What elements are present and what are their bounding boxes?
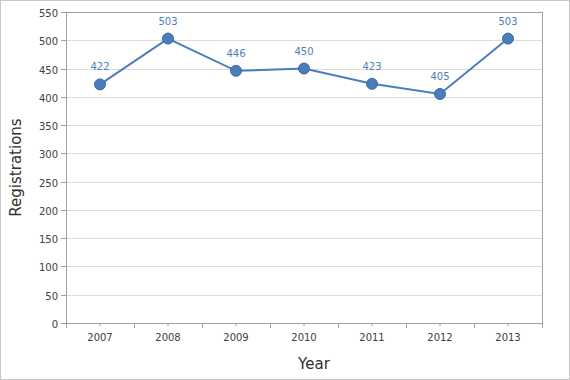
x-band-tick — [406, 323, 407, 328]
y-tick-label: 500 — [39, 36, 58, 47]
data-label: 405 — [430, 71, 449, 82]
x-tick — [508, 323, 509, 326]
grid-line — [66, 266, 542, 267]
x-tick-label: 2007 — [87, 332, 112, 343]
data-point — [367, 78, 378, 89]
x-band-tick — [270, 323, 271, 328]
chart-svg: 0 50 100 150 200 250 300 350 400 450 500 550 2007 200… — [0, 0, 570, 380]
y-tick — [61, 238, 66, 239]
y-tick-label: 200 — [39, 206, 58, 217]
x-tick — [100, 323, 101, 326]
y-tick — [61, 12, 66, 13]
grid-line — [66, 97, 542, 98]
x-tick — [236, 323, 237, 326]
y-tick-label: 550 — [39, 8, 58, 19]
x-tick-label: 2011 — [359, 332, 384, 343]
series-line — [100, 39, 508, 94]
x-axis-title: Year — [297, 355, 331, 373]
y-tick-label: 350 — [39, 121, 58, 132]
y-tick-label: 400 — [39, 93, 58, 104]
grid-line — [66, 153, 542, 154]
data-label: 422 — [90, 61, 109, 72]
y-tick — [61, 295, 66, 296]
x-band-tick — [474, 323, 475, 328]
x-band-tick — [202, 323, 203, 328]
x-band-tick — [66, 323, 67, 328]
data-group — [95, 33, 514, 99]
y-tick — [61, 125, 66, 126]
x-tick-label: 2013 — [495, 332, 520, 343]
x-tick-label: 2008 — [155, 332, 180, 343]
data-point — [435, 88, 446, 99]
y-tick-label: 250 — [39, 178, 58, 189]
outer-border — [1, 1, 570, 380]
data-point — [299, 63, 310, 74]
y-tick — [61, 210, 66, 211]
x-tick-label: 2012 — [427, 332, 452, 343]
y-tick — [61, 69, 66, 70]
y-tick-label: 150 — [39, 234, 58, 245]
data-point — [95, 79, 106, 90]
data-label: 503 — [158, 16, 177, 27]
data-label: 503 — [498, 16, 517, 27]
y-tick-label: 0 — [52, 319, 58, 330]
x-tick — [304, 323, 305, 326]
y-tick-label: 300 — [39, 149, 58, 160]
chart-container: 0 50 100 150 200 250 300 350 400 450 500 550 2007 200… — [0, 0, 570, 380]
data-label: 446 — [226, 48, 245, 59]
y-tick — [61, 182, 66, 183]
x-tick-label: 2009 — [223, 332, 248, 343]
y-tick — [61, 323, 66, 324]
y-tick — [61, 153, 66, 154]
data-label: 423 — [362, 61, 381, 72]
x-tick — [440, 323, 441, 326]
data-point — [163, 33, 174, 44]
grid-line — [66, 182, 542, 183]
data-point — [231, 65, 242, 76]
y-tick — [61, 40, 66, 41]
x-band-tick — [134, 323, 135, 328]
grid-line — [66, 295, 542, 296]
grid-line — [66, 238, 542, 239]
x-band-tick — [542, 323, 543, 328]
x-band-tick — [338, 323, 339, 328]
plot-frame — [67, 13, 543, 324]
y-tick-label: 50 — [45, 291, 58, 302]
data-label: 450 — [294, 46, 313, 57]
y-axis-title: Registrations — [7, 118, 25, 216]
x-tick — [372, 323, 373, 326]
grid-line — [66, 125, 542, 126]
x-tick — [168, 323, 169, 326]
y-tick — [61, 97, 66, 98]
y-tick-label: 100 — [39, 262, 58, 273]
grid-line — [66, 210, 542, 211]
data-point — [503, 33, 514, 44]
grid-line — [66, 40, 542, 41]
y-tick — [61, 266, 66, 267]
y-tick-label: 450 — [39, 65, 58, 76]
x-tick-label: 2010 — [291, 332, 316, 343]
